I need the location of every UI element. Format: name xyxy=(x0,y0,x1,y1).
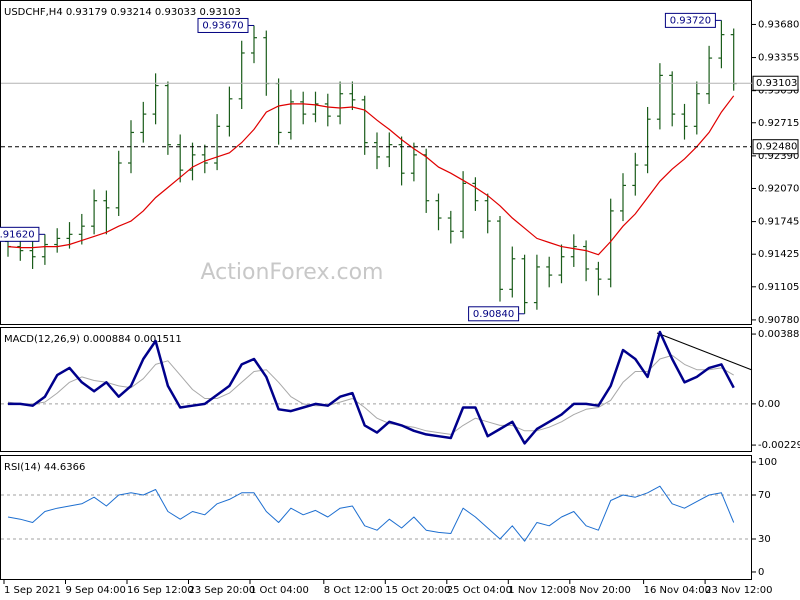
y-tick-label: 0 xyxy=(758,567,764,578)
annotation-box xyxy=(0,226,40,242)
y-tick-label: 0.93030 xyxy=(758,86,799,97)
x-tick-label: 16 Nov 04:00 xyxy=(644,585,711,596)
panel-title: USDCHF,H4 0.93179 0.93214 0.93033 0.9310… xyxy=(4,7,241,18)
x-tick-label: 23 Sep 20:00 xyxy=(189,585,256,596)
x-tick-label: 23 Nov 12:00 xyxy=(705,585,772,596)
y-tick-label: 0.003887 xyxy=(758,329,800,340)
indicator-line xyxy=(7,485,735,542)
y-tick-label: -0.002294 xyxy=(758,440,800,451)
y-tick-label: 0.92715 xyxy=(758,118,799,129)
annotation-box xyxy=(468,306,520,322)
price-label: 0.93103 xyxy=(756,78,797,89)
moving-average xyxy=(7,95,735,256)
y-tick-label: 70 xyxy=(758,490,771,501)
panel-title: MACD(12,26,9) 0.000884 0.001511 xyxy=(4,334,182,345)
price-label-box xyxy=(752,75,799,91)
price-label: 0.92480 xyxy=(756,142,797,153)
annotation-label: 0.93720 xyxy=(670,15,711,26)
x-tick-label: 1 Oct 04:00 xyxy=(250,585,309,596)
y-tick-label: 0.93680 xyxy=(758,19,799,30)
annotation-box xyxy=(197,17,249,33)
annotation-label: 0.93670 xyxy=(202,20,243,31)
x-tick-label: 25 Oct 04:00 xyxy=(447,585,512,596)
annotation-label: 0.90840 xyxy=(473,309,514,320)
x-tick-label: 1 Sep 2021 xyxy=(4,585,61,596)
y-tick-label: 0.92390 xyxy=(758,151,799,162)
y-tick-label: 0.91745 xyxy=(758,217,799,228)
watermark: ActionForex.com xyxy=(201,260,384,285)
panel-frame xyxy=(0,455,752,580)
y-tick-label: 0.92070 xyxy=(758,183,799,194)
x-tick-label: 1 Nov 12:00 xyxy=(508,585,569,596)
annotation-box xyxy=(664,12,716,28)
y-tick-label: 30 xyxy=(758,534,771,545)
trend-line xyxy=(656,332,753,371)
y-tick-label: 0.93355 xyxy=(758,53,799,64)
y-tick-label: 0.91425 xyxy=(758,249,799,260)
y-tick-label: 100 xyxy=(758,457,777,468)
panel-frame xyxy=(0,0,752,325)
y-tick-label: 0.00 xyxy=(758,399,780,410)
x-tick-label: 8 Oct 12:00 xyxy=(324,585,383,596)
annotation-label: 0.91620 xyxy=(0,229,35,240)
indicator-line xyxy=(8,330,735,445)
x-tick-label: 15 Oct 20:00 xyxy=(385,585,450,596)
y-tick-label: 0.90780 xyxy=(758,315,799,326)
x-tick-label: 16 Sep 12:00 xyxy=(127,585,194,596)
price-label-box xyxy=(752,139,799,155)
x-tick-label: 9 Sep 04:00 xyxy=(66,585,126,596)
y-tick-label: 0.91105 xyxy=(758,282,799,293)
panel-title: RSI(14) 44.6366 xyxy=(4,462,85,473)
x-tick-label: 8 Nov 20:00 xyxy=(570,585,631,596)
panel-frame xyxy=(0,327,752,452)
